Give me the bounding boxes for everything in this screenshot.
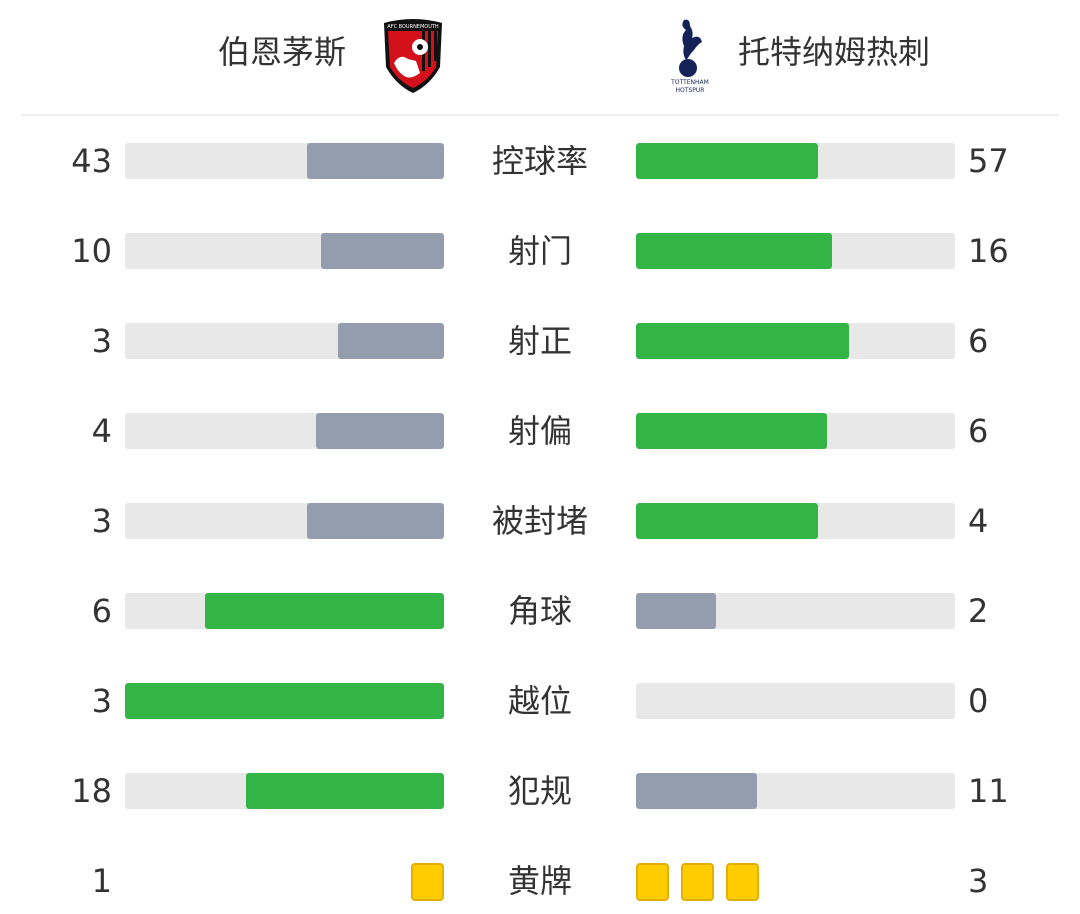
away-bar-fill [636, 503, 819, 539]
away-value: 4 [968, 502, 989, 540]
header-divider [22, 114, 1058, 116]
svg-text:AFC BOURNEMOUTH: AFC BOURNEMOUTH [387, 24, 439, 30]
away-bar-fill [636, 143, 818, 179]
yellow-card-icon [681, 863, 714, 901]
away-value: 16 [968, 232, 1009, 270]
home-team-name: 伯恩茅斯 [218, 33, 347, 71]
home-bar-fill [246, 773, 444, 809]
home-bar-fill [316, 413, 444, 449]
home-bar-track [125, 413, 444, 449]
home-value: 1 [91, 862, 112, 900]
stat-row: 3 被封堵 4 [0, 503, 1080, 539]
away-bar-track [636, 323, 955, 359]
stat-label: 射正 [507, 322, 572, 360]
home-bar-fill [306, 143, 444, 179]
away-team-name: 托特纳姆热刺 [738, 33, 931, 71]
home-value: 3 [91, 682, 112, 720]
svg-text:TOTTENHAM: TOTTENHAM [670, 79, 709, 86]
home-bar-fill [204, 593, 444, 629]
stat-row: 4 射偏 6 [0, 413, 1080, 449]
home-value: 4 [91, 412, 112, 450]
home-value: 10 [71, 232, 112, 270]
away-bar-track [636, 413, 955, 449]
home-bar-fill [337, 323, 444, 359]
away-bar-fill [636, 233, 833, 269]
home-value: 3 [91, 502, 112, 540]
away-value: 0 [968, 682, 989, 720]
home-bar-fill [307, 503, 444, 539]
away-bar-track [636, 593, 955, 629]
stat-row: 6 角球 2 [0, 593, 1080, 629]
stat-row: 3 射正 6 [0, 323, 1080, 359]
stat-label: 射偏 [507, 412, 572, 450]
stat-label: 射门 [507, 232, 572, 270]
stat-label: 控球率 [491, 142, 588, 180]
stat-row: 10 射门 16 [0, 233, 1080, 269]
away-value: 57 [968, 142, 1009, 180]
away-value: 6 [968, 412, 989, 450]
yellow-card-icon [726, 863, 759, 901]
home-value: 43 [71, 142, 112, 180]
home-bar-track [125, 683, 444, 719]
away-bar-fill [636, 593, 716, 629]
away-value: 2 [968, 592, 989, 630]
stat-label: 角球 [507, 592, 572, 630]
home-value: 6 [91, 592, 112, 630]
stat-row: 43 控球率 57 [0, 143, 1080, 179]
away-value: 11 [968, 772, 1009, 810]
tottenham-logo: TOTTENHAM HOTSPUR [670, 19, 709, 94]
home-bar-track [125, 143, 444, 179]
bournemouth-logo: AFC BOURNEMOUTH [384, 19, 442, 93]
home-bar-fill [321, 233, 444, 269]
home-bar-track [125, 593, 444, 629]
away-value: 3 [968, 862, 989, 900]
home-bar-track [125, 233, 444, 269]
yellow-card-icon [411, 863, 444, 901]
away-bar-fill [636, 413, 828, 449]
away-bar-track [636, 503, 955, 539]
stat-row: 18 犯规 11 [0, 773, 1080, 809]
home-value: 3 [91, 322, 112, 360]
stat-label: 犯规 [507, 772, 572, 810]
home-bar-track [125, 773, 444, 809]
away-bar-fill [636, 323, 849, 359]
away-bar-track [636, 773, 955, 809]
away-bar-track [636, 233, 955, 269]
stat-label: 黄牌 [507, 862, 572, 900]
away-value: 6 [968, 322, 989, 360]
home-value: 18 [71, 772, 112, 810]
stat-label: 越位 [507, 682, 572, 720]
away-bar-track [636, 683, 955, 719]
home-bar-fill [125, 683, 444, 719]
yellow-card-icon [636, 863, 669, 901]
away-bar-fill [636, 773, 757, 809]
stat-row: 3 越位 0 [0, 683, 1080, 719]
svg-text:HOTSPUR: HOTSPUR [676, 87, 705, 94]
stat-label: 被封堵 [491, 502, 588, 540]
away-bar-track [636, 143, 955, 179]
home-bar-track [125, 503, 444, 539]
stat-row-yellow-cards: 1 黄牌 3 [0, 862, 1080, 901]
home-bar-track [125, 323, 444, 359]
